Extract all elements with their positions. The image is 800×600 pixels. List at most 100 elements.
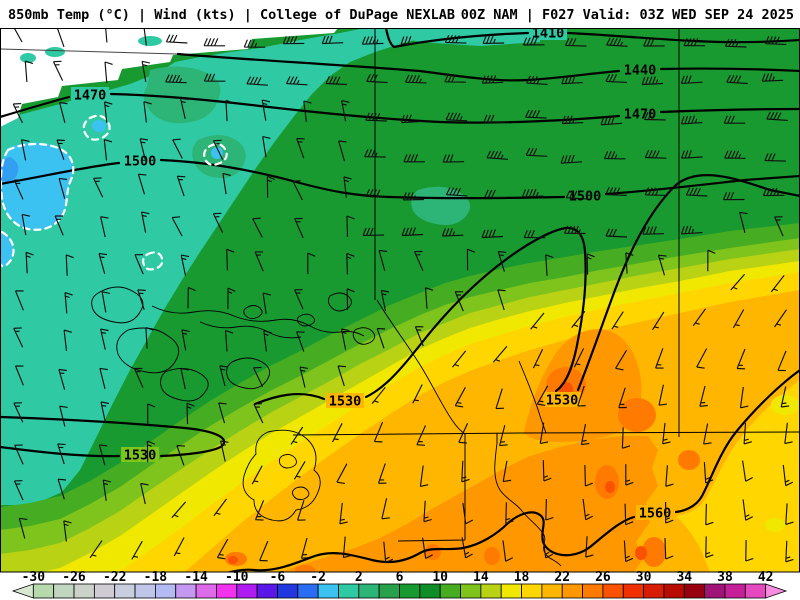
wind-barb [571,310,586,328]
tempfill-red-orange-spot [635,546,647,560]
wind-barb [444,74,466,83]
wind-barbs [12,28,794,564]
wind-barb [342,536,352,559]
wind-barb [707,249,716,272]
wind-barb [293,461,306,480]
wind-barb [454,387,466,408]
wind-barb [307,252,316,275]
colorbar-tick-label: 10 [432,570,448,585]
wind-barb [181,329,190,351]
contour-label-1560: 1560 [636,505,674,522]
wind-barb [618,387,627,409]
wind-barb [263,330,272,352]
lake-shoreline [352,327,376,345]
wind-barb [564,225,586,235]
wind-barb [13,28,23,43]
height-contour-1440-thin [1,48,179,55]
zero-degree-dashed-line [1,114,228,271]
wind-barb [253,403,264,424]
wind-barb [346,215,355,238]
wind-barb [665,501,674,524]
colorbar-segment-22C [561,583,583,599]
colorbar-tick-label: -14 [184,570,208,585]
wind-barb [331,423,343,443]
colorbar-segment-34C [683,583,706,599]
wind-barb [466,248,476,271]
tempfill-yellow-spot [771,395,799,415]
wind-barb [665,465,674,487]
wind-barb [680,225,703,235]
colorbar-segment--32C [11,583,34,599]
wind-barb [404,74,427,84]
river [376,299,466,435]
wind-barb [14,365,24,386]
wind-barb [774,309,787,328]
colorbar-segment-10C [439,583,461,599]
wind-barb [764,153,786,162]
wind-barb [13,402,24,423]
wind-barb [732,309,745,329]
wind-barb [683,38,705,47]
wind-barb [643,38,665,47]
height-contours [1,28,799,572]
wind-barb [57,443,66,465]
wind-barb [171,216,183,237]
wind-barb [13,480,24,501]
wind-barb [137,173,147,195]
colorbar-segment--8C [256,583,278,599]
colorbar-segment--22C [114,583,136,599]
wind-barb [723,115,746,124]
wind-barb [180,254,190,276]
wind-barb [377,463,387,484]
wind-barb [644,187,667,196]
wind-barb [100,216,109,238]
header-right-validtime: 00Z NAM | F027 Valid: 03Z WED SEP 24 202… [461,7,794,23]
wind-barb [338,140,347,162]
height-contour-1410 [384,28,799,49]
wind-barb [522,37,545,46]
wind-barb [461,460,470,483]
tempfill-cyan-speck [211,147,223,159]
colorbar-segment--18C [154,583,177,599]
wind-barb [573,348,585,368]
island-lake-shoreline [242,429,321,522]
wind-barb [657,254,667,276]
colorbar-tick-label: -26 [62,570,86,585]
wind-barb [216,538,229,560]
wind-barb [726,74,748,85]
wind-barb [141,211,150,233]
contour-label-1470: 1470 [71,87,109,104]
wind-barb [605,73,628,83]
tempfill-teal-speck [45,47,65,57]
wind-barb [56,139,66,160]
wind-barb [782,464,794,487]
wind-barb [761,73,784,82]
colorbar-segment--20C [134,583,156,599]
lake-shoreline [160,368,209,402]
colorbar-tick-label: 26 [595,570,611,585]
contour-label-1410: 1410 [529,28,567,42]
contour-label-text: 1440 [624,63,657,79]
wind-barb [495,388,505,410]
wind-barb [172,138,183,159]
lake-channel [199,321,302,339]
wind-barb [742,499,754,521]
wind-barb [419,465,429,487]
wind-barb [21,213,31,236]
wind-barb [526,75,548,85]
contour-label-bg [529,28,567,40]
wind-barb [452,350,467,368]
wind-barb [176,445,185,466]
contour-label-bg [636,505,674,520]
wind-barb [681,150,703,159]
tempfill-cyan-cold-pocket [1,142,74,230]
wind-barb [131,540,143,560]
wind-barb [403,154,425,163]
wind-barb [225,99,234,122]
wind-barb [325,76,347,86]
wind-barb [24,60,34,83]
wind-barb [611,311,624,330]
wind-barb [296,137,305,159]
colorbar-segment-20C [541,583,563,599]
wind-barb [461,537,473,559]
